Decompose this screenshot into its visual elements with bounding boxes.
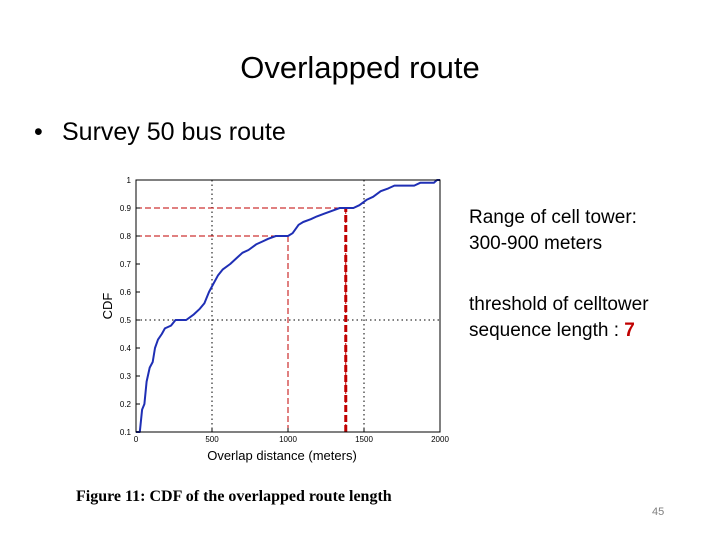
y-tick-label-7: 0.8: [120, 232, 132, 241]
threshold-line1: threshold of celltower: [469, 294, 649, 315]
y-tick-label-3: 0.4: [120, 344, 132, 353]
range-colon: :: [631, 207, 637, 228]
y-axis-label: CDF: [100, 293, 115, 320]
threshold-label: sequence length :: [469, 320, 625, 341]
bullet-text: Survey 50 bus route: [62, 118, 286, 146]
figure-caption: Figure 11: CDF of the overlapped route l…: [76, 488, 392, 505]
range-label: Range of cell tower: [469, 207, 632, 228]
x-tick-label-1: 500: [205, 435, 219, 444]
range-value: 300-900 meters: [469, 233, 603, 254]
threshold-value: 7: [624, 320, 635, 341]
x-axis-label: Overlap distance (meters): [207, 448, 357, 463]
x-tick-label-4: 2000: [431, 435, 449, 444]
series-line-0: [136, 179, 440, 433]
y-tick-label-1: 0.2: [120, 400, 132, 409]
y-tick-label-5: 0.6: [120, 288, 132, 297]
y-tick-label-4: 0.5: [120, 316, 132, 325]
y-tick-label-8: 0.9: [120, 204, 132, 213]
y-tick-label-6: 0.7: [120, 260, 132, 269]
bullet-icon: •: [34, 118, 43, 146]
y-tick-label-2: 0.3: [120, 372, 132, 381]
threshold-note: threshold of celltower sequence length :…: [469, 292, 649, 344]
page-number: 45: [652, 506, 665, 518]
y-tick-label-0: 0.1: [120, 428, 132, 437]
threshold-line2: sequence length : 7: [469, 318, 649, 344]
bullet-item: • Survey 50 bus route: [34, 115, 286, 149]
cdf-chart-svg: 0 500 1000 1500 2000 0.1 0.2 0.3 0.4 0.5 0.6 0.7 0.8…: [100, 176, 449, 463]
x-tick-label-3: 1500: [355, 435, 373, 444]
slide-title: Overlapped route: [240, 50, 480, 85]
range-note-line1: Range of cell tower:: [469, 205, 637, 231]
y-tick-label-9: 1: [127, 176, 132, 185]
range-note: Range of cell tower: 300-900 meters: [469, 205, 637, 257]
cdf-chart: 0 500 1000 1500 2000 0.1 0.2 0.3 0.4 0.5 0.6 0.7 0.8…: [92, 170, 462, 470]
x-tick-label-0: 0: [134, 435, 139, 444]
x-tick-label-2: 1000: [279, 435, 297, 444]
